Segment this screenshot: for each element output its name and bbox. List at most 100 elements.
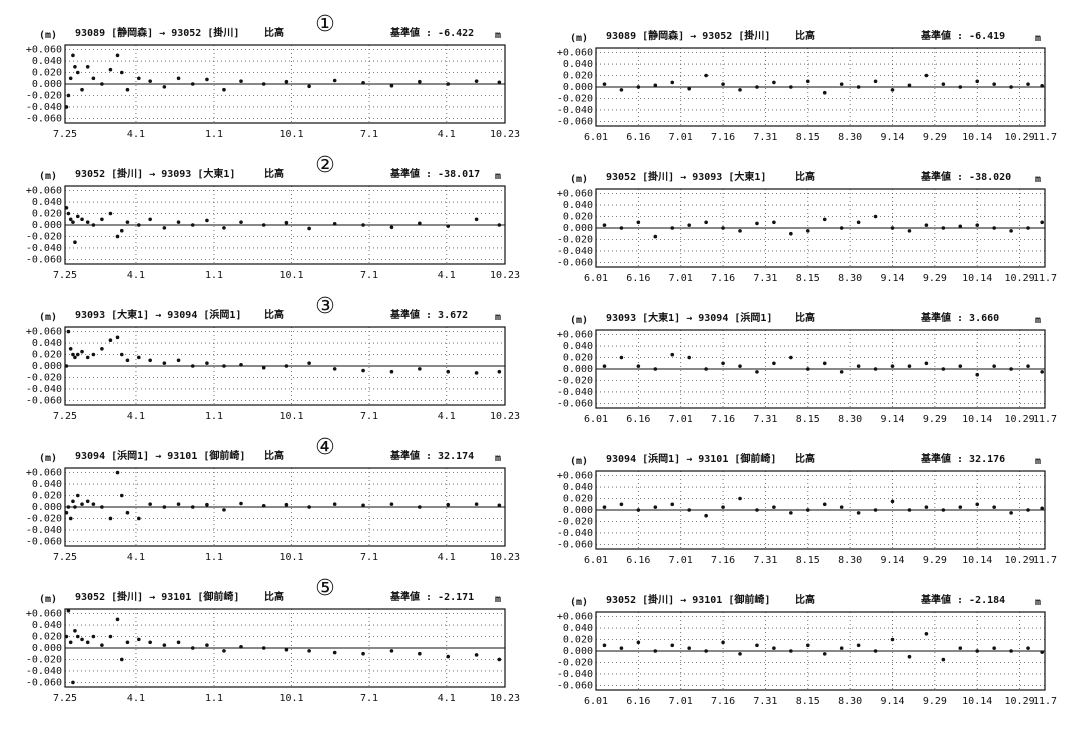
data-point	[670, 226, 675, 230]
x-tick-label: 10.23	[490, 129, 520, 140]
y-tick-label: 0.040	[563, 482, 593, 493]
data-point	[687, 223, 691, 227]
data-point	[474, 79, 479, 83]
data-point	[284, 647, 289, 652]
data-point	[474, 653, 479, 657]
data-point	[687, 508, 691, 512]
x-tick-label: 4.1	[438, 693, 456, 704]
x-tick-label: 10.29	[1005, 696, 1035, 707]
x-tick-label: 10.1	[279, 552, 303, 563]
x-tick-label: 7.31	[753, 132, 777, 143]
quantity: 比高	[795, 29, 815, 42]
data-point	[822, 217, 827, 222]
data-point	[73, 628, 77, 633]
data-point	[190, 505, 195, 509]
data-point	[148, 217, 152, 222]
x-tick-label: 7.16	[711, 273, 735, 284]
data-point	[190, 364, 195, 368]
y-tick-label: -0.040	[26, 243, 62, 254]
route: 93052 [掛川] → 93101 [御前崎]	[75, 590, 239, 603]
data-point	[497, 503, 502, 508]
y-tick-label: +0.060	[557, 471, 593, 482]
panel: (m) 93089 [静岡森] → 93052 [掛川] 比高 基準値 : -6.41…	[557, 29, 1057, 143]
data-point	[239, 501, 243, 506]
y-tick-label: 0.000	[32, 361, 62, 372]
data-point	[653, 83, 658, 88]
data-point	[75, 70, 80, 75]
y-tick-label: -0.020	[557, 516, 593, 527]
data-point	[789, 649, 793, 653]
data-point	[975, 79, 980, 84]
data-point	[755, 508, 759, 512]
data-point	[73, 505, 77, 509]
plot-frame	[64, 467, 506, 547]
route: 93094 [浜岡1] → 93101 [御前崎]	[606, 452, 776, 465]
data-point	[418, 79, 422, 84]
y-unit: (m)	[39, 312, 57, 323]
data-point	[1040, 370, 1044, 374]
x-tick-label: 8.30	[838, 273, 862, 284]
data-point	[85, 499, 90, 504]
y-tick-label: 0.020	[32, 209, 62, 220]
data-point	[958, 364, 963, 368]
data-point	[1026, 82, 1030, 86]
y-tick-label: 0.020	[32, 68, 62, 79]
x-tick-label: 10.14	[962, 273, 992, 284]
data-point	[789, 231, 793, 236]
quantity: 比高	[795, 593, 815, 606]
y-tick-label: 0.000	[32, 643, 62, 654]
x-tick-label: 1.1	[205, 270, 223, 281]
x-tick-label: 11.7	[1033, 555, 1057, 566]
data-point	[446, 369, 451, 374]
data-point	[361, 651, 365, 656]
x-tick-label: 9.14	[880, 273, 904, 284]
x-tick-label: 9.29	[923, 555, 947, 566]
x-tick-label: 7.1	[360, 411, 378, 422]
x-tick-label: 1.1	[205, 411, 223, 422]
data-point	[772, 361, 776, 366]
y-tick-label: -0.060	[26, 677, 62, 688]
data-point	[890, 637, 895, 642]
y-tick-label: -0.020	[26, 513, 62, 524]
data-point	[108, 516, 113, 521]
data-point	[71, 53, 75, 58]
data-point	[822, 652, 827, 656]
y-tick-label: -0.020	[26, 231, 62, 242]
x-tick-label: 7.16	[711, 696, 735, 707]
y-tick-label: 0.040	[563, 341, 593, 352]
data-point	[284, 79, 289, 84]
data-point	[418, 221, 422, 226]
y-tick-label: -0.020	[557, 93, 593, 104]
data-point	[805, 508, 810, 512]
data-point	[1040, 220, 1044, 225]
data-point	[115, 53, 120, 58]
data-point	[653, 234, 658, 239]
y-tick-label: 0.040	[32, 197, 62, 208]
data-point	[119, 657, 124, 662]
data-point	[789, 511, 793, 515]
data-point	[261, 82, 266, 86]
plot-frame	[64, 44, 506, 124]
data-point	[71, 352, 75, 357]
reference: 基準値 : -6.419	[920, 29, 1005, 42]
y-tick-label: -0.060	[26, 254, 62, 265]
data-point	[190, 223, 195, 227]
y-unit: (m)	[39, 594, 57, 605]
y-tick-label: 0.040	[32, 338, 62, 349]
x-tick-label: 9.29	[923, 696, 947, 707]
data-point	[64, 205, 69, 210]
data-point	[137, 637, 141, 642]
data-point	[474, 217, 479, 222]
data-point	[64, 105, 69, 109]
y-tick-label: -0.060	[26, 536, 62, 547]
route: 93093 [大東1] → 93094 [浜岡1]	[606, 311, 772, 324]
data-point	[687, 646, 691, 650]
x-tick-label: 8.15	[796, 696, 820, 707]
data-point	[119, 352, 124, 357]
data-point	[1026, 226, 1030, 230]
x-tick-label: 9.14	[880, 414, 904, 425]
route: 93093 [大東1] → 93094 [浜岡1]	[75, 308, 241, 321]
y-tick-label: +0.060	[557, 189, 593, 200]
data-point	[162, 85, 167, 89]
data-point	[704, 649, 708, 653]
